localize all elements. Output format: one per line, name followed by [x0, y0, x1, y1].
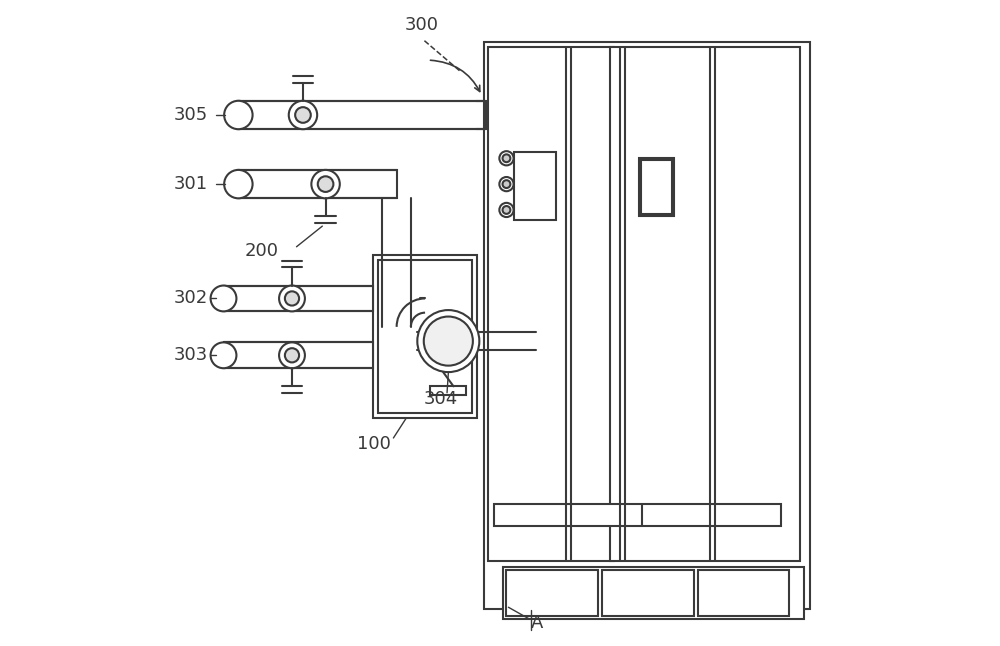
- Circle shape: [211, 342, 236, 368]
- Text: 301: 301: [174, 175, 208, 193]
- Circle shape: [503, 154, 510, 162]
- Bar: [506, 570, 598, 616]
- Bar: [602, 570, 694, 616]
- Bar: [224, 342, 373, 368]
- Bar: [494, 504, 781, 526]
- Bar: [641, 160, 672, 214]
- Text: 305: 305: [174, 106, 208, 124]
- Bar: [430, 386, 466, 395]
- Text: 303: 303: [174, 346, 208, 364]
- Text: A: A: [531, 614, 544, 632]
- Circle shape: [503, 206, 510, 214]
- Circle shape: [499, 177, 514, 191]
- Circle shape: [417, 310, 479, 372]
- Circle shape: [499, 151, 514, 165]
- Circle shape: [424, 317, 473, 366]
- Circle shape: [499, 203, 514, 217]
- Bar: [698, 570, 789, 616]
- Bar: [503, 567, 804, 619]
- Circle shape: [503, 180, 510, 188]
- Bar: [610, 47, 800, 561]
- Bar: [639, 158, 674, 216]
- Circle shape: [279, 286, 305, 311]
- Text: 100: 100: [357, 435, 391, 453]
- Bar: [373, 255, 477, 418]
- Circle shape: [224, 101, 253, 129]
- Circle shape: [311, 170, 340, 198]
- Bar: [484, 42, 810, 609]
- Circle shape: [211, 286, 236, 311]
- Text: 304: 304: [423, 390, 458, 408]
- Bar: [514, 152, 556, 220]
- Text: 200: 200: [245, 242, 279, 260]
- Circle shape: [285, 291, 299, 306]
- Circle shape: [318, 176, 333, 192]
- Circle shape: [224, 170, 253, 198]
- Bar: [238, 170, 397, 198]
- Bar: [488, 47, 614, 561]
- Bar: [238, 101, 486, 129]
- Circle shape: [279, 342, 305, 368]
- Text: 302: 302: [174, 289, 208, 307]
- Circle shape: [295, 107, 311, 123]
- Circle shape: [285, 348, 299, 362]
- Bar: [378, 260, 472, 413]
- Circle shape: [289, 101, 317, 129]
- Text: 300: 300: [404, 16, 438, 34]
- Bar: [224, 286, 373, 311]
